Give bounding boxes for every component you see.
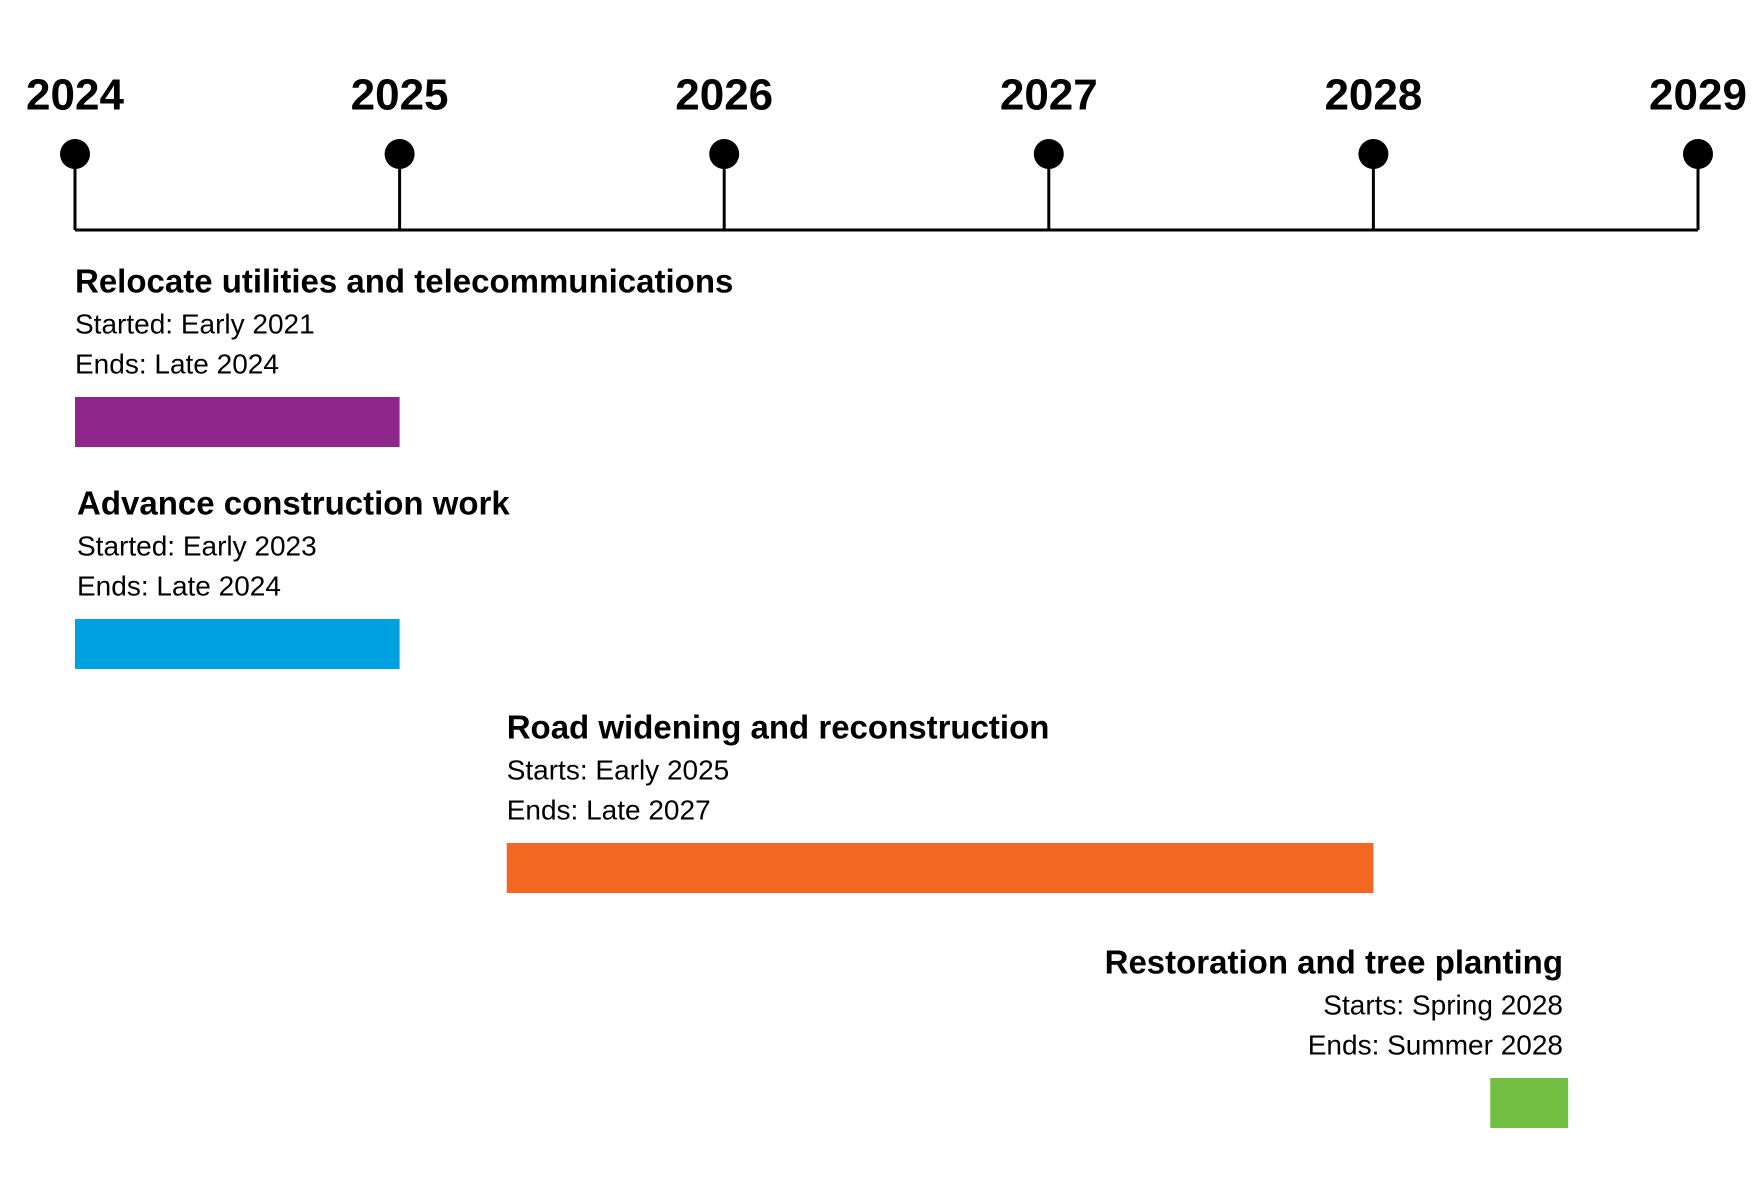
tick-dot: [709, 139, 740, 169]
task-bar: [75, 619, 400, 669]
year-label: 2027: [1000, 71, 1098, 120]
year-label: 2026: [675, 71, 773, 120]
year-label: 2024: [26, 71, 124, 120]
task-date: Starts: Spring 2028: [1323, 989, 1563, 1020]
task-date: Started: Early 2021: [75, 308, 315, 339]
tick-dot: [60, 139, 90, 169]
task-date: Started: Early 2023: [77, 530, 317, 561]
task-date: Starts: Early 2025: [507, 754, 730, 785]
task-title: Road widening and reconstruction: [507, 709, 1050, 746]
task-bar: [1490, 1078, 1569, 1128]
task-title: Relocate utilities and telecommunication…: [75, 263, 733, 300]
task-bar: [75, 397, 400, 447]
tick-dot: [1033, 139, 1064, 169]
task-title: Advance construction work: [77, 485, 510, 522]
task-date: Ends: Late 2024: [77, 570, 281, 601]
tick-dot: [1358, 139, 1389, 169]
tick-dot: [384, 139, 415, 169]
task-date: Ends: Summer 2028: [1308, 1029, 1563, 1060]
year-label: 2025: [351, 71, 449, 120]
task-bar: [506, 843, 1374, 893]
tick-dot: [1683, 139, 1713, 169]
year-label: 2029: [1649, 71, 1747, 120]
task-title: Restoration and tree planting: [1105, 944, 1563, 981]
task-date: Ends: Late 2024: [75, 348, 279, 379]
year-label: 2028: [1324, 71, 1422, 120]
task-date: Ends: Late 2027: [507, 794, 711, 825]
